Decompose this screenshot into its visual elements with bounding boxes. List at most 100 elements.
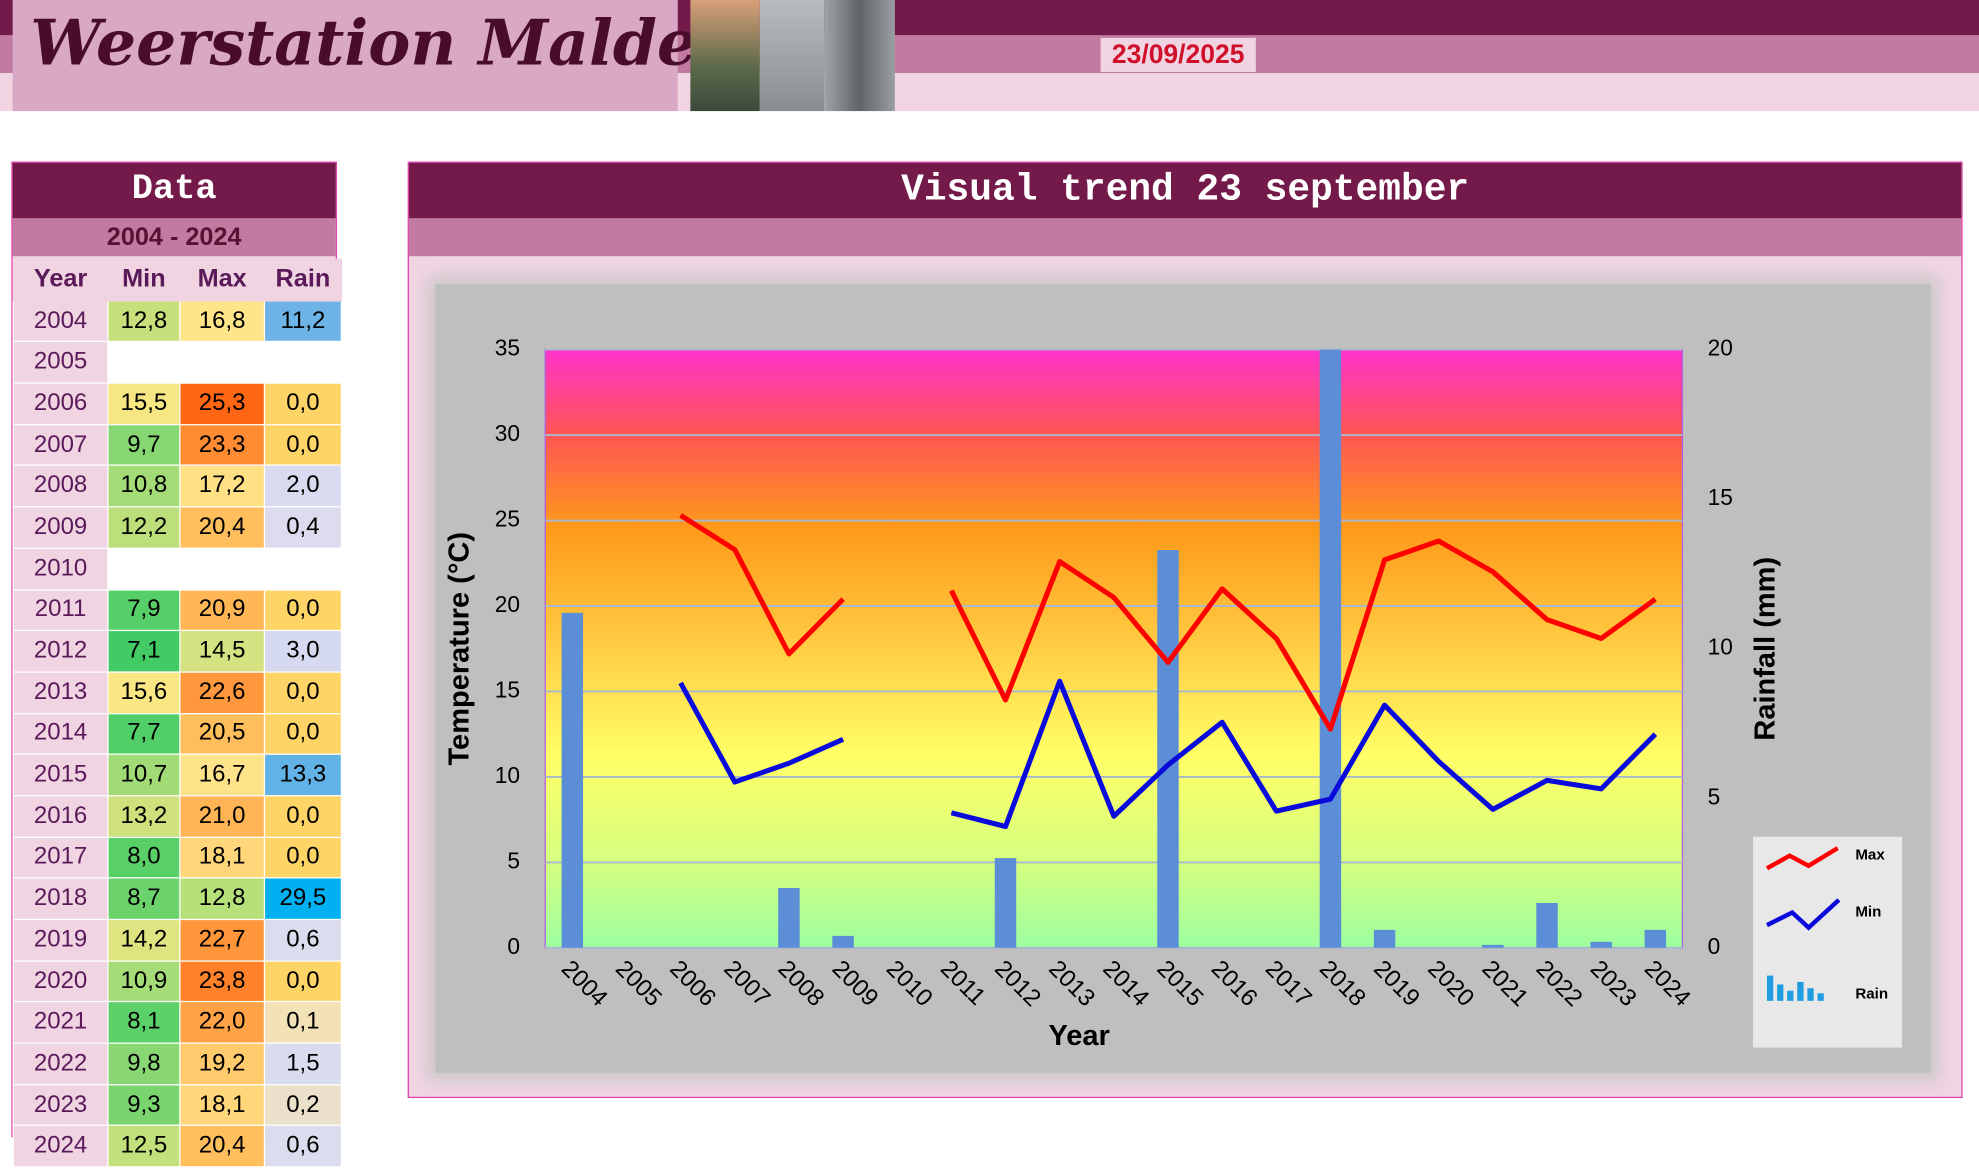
range: 2004 - 2024 <box>12 218 336 257</box>
table-row: 2023 9,3 18,1 0,2 <box>12 1083 343 1127</box>
data-table: Year Min Max Rain 2004 12,8 16,8 11,2 2005 2006 15… <box>12 258 343 1168</box>
x-tick-label: 2014 <box>1098 955 1155 1012</box>
value-cell: 20,5 <box>179 712 266 756</box>
value-cell: 8,7 <box>107 877 181 921</box>
year-cell: 2012 <box>12 630 109 673</box>
y-tick-label: 35 <box>495 335 520 361</box>
value-cell: 2,0 <box>263 465 343 508</box>
value-cell: 0,6 <box>263 918 343 962</box>
bar <box>561 612 584 948</box>
legend-label: Min <box>1855 904 1881 921</box>
year-cell: 2022 <box>12 1042 109 1086</box>
value-cell: 25,3 <box>179 382 266 426</box>
value-cell: 16,7 <box>179 753 266 797</box>
bar <box>778 888 800 948</box>
x-tick-label: 2024 <box>1639 955 1696 1012</box>
value-cell: 10,8 <box>107 465 181 508</box>
year-cell: 2021 <box>12 1001 109 1044</box>
legend-icon <box>1797 981 1804 1001</box>
table-row: 2018 8,7 12,8 29,5 <box>12 877 343 921</box>
legend-icon <box>1766 975 1774 1001</box>
value-cell: 29,5 <box>263 877 343 921</box>
value-cell: 0,1 <box>263 1001 343 1044</box>
value-cell: 18,1 <box>179 1083 266 1127</box>
value-cell: 7,1 <box>107 630 181 673</box>
x-tick-label: 2004 <box>556 955 613 1012</box>
bar <box>1157 550 1179 948</box>
year-cell: 2011 <box>12 588 109 632</box>
y-tick-label: 5 <box>507 847 520 873</box>
value-cell: 22,0 <box>179 1001 266 1044</box>
y2-axis-title: Rainfall (mm) <box>1750 557 1782 741</box>
y2-tick-label: 20 <box>1708 335 1733 361</box>
value-cell: 10,9 <box>107 960 181 1003</box>
year-cell: 2020 <box>12 960 109 1003</box>
value-cell <box>179 341 266 384</box>
x-tick-label: 2020 <box>1422 955 1479 1012</box>
x-tick-label: 2008 <box>773 955 830 1012</box>
value-cell: 7,9 <box>107 588 181 632</box>
value-cell: 11,2 <box>263 299 343 343</box>
line <box>679 513 1657 732</box>
table-row: 2022 9,8 19,2 1,5 <box>12 1042 343 1086</box>
value-cell: 13,3 <box>263 753 343 797</box>
year-cell: 2009 <box>12 506 109 549</box>
table-row: 2012 7,1 14,5 3,0 <box>12 630 343 673</box>
value-cell: 0,0 <box>263 712 343 756</box>
year-cell: 2004 <box>12 299 109 343</box>
column-header: Max <box>179 258 266 302</box>
table-row: 2019 14,2 22,7 0,6 <box>12 918 343 962</box>
panel-title: Data <box>12 162 336 219</box>
y2-tick-label: 0 <box>1708 933 1721 959</box>
table-row: 2016 13,2 21,0 0,0 <box>12 795 343 838</box>
x-tick-label: 2016 <box>1206 955 1263 1012</box>
value-cell: 0,0 <box>263 588 343 632</box>
column-header: Rain <box>263 258 343 302</box>
table-row: 2006 15,5 25,3 0,0 <box>12 382 343 426</box>
value-cell: 9,3 <box>107 1083 181 1127</box>
bar <box>1644 929 1667 948</box>
value-cell: 23,8 <box>179 960 266 1003</box>
x-tick-label: 2017 <box>1260 955 1317 1012</box>
legend-icon <box>1817 993 1824 1001</box>
value-cell: 20,4 <box>179 506 266 549</box>
value-cell: 22,6 <box>179 671 266 714</box>
photo <box>759 0 825 112</box>
year-cell: 2023 <box>12 1083 109 1127</box>
x-tick-label: 2006 <box>664 955 721 1012</box>
bar <box>1373 929 1396 948</box>
value-cell: 7,7 <box>107 712 181 756</box>
bar <box>994 858 1017 948</box>
value-cell <box>107 547 181 591</box>
title-box: Weerstation Malderen <box>12 0 816 112</box>
legend <box>1753 836 1903 1048</box>
year-cell: 2013 <box>12 671 109 714</box>
site-title: Weerstation Malderen <box>30 5 817 80</box>
table-row: 2015 10,7 16,7 13,3 <box>12 753 343 797</box>
column-header: Year <box>12 258 109 302</box>
bar <box>1590 941 1612 948</box>
value-cell: 12,8 <box>107 299 181 343</box>
year-cell: 2008 <box>12 465 109 508</box>
chart: Temperature (°C) Rainfall (mm) Year 0 5 10… <box>443 335 1903 1052</box>
y-tick-label: 0 <box>507 933 520 959</box>
legend-icon <box>1777 984 1784 1001</box>
value-cell: 8,1 <box>107 1001 181 1044</box>
year-cell: 2019 <box>12 918 109 962</box>
y-tick-label: 15 <box>495 676 520 702</box>
value-cell: 14,2 <box>107 918 181 962</box>
value-cell: 10,7 <box>107 753 181 797</box>
value-cell <box>263 341 343 384</box>
value-cell: 1,5 <box>263 1042 343 1086</box>
bar <box>1536 902 1558 948</box>
value-cell: 18,1 <box>179 836 266 879</box>
table-row: 2007 9,7 23,3 0,0 <box>12 423 343 467</box>
year-cell: 2006 <box>12 382 109 426</box>
table-row: 2021 8,1 22,0 0,1 <box>12 1001 343 1044</box>
table-row: 2005 <box>12 341 343 384</box>
table-row: 2020 10,9 23,8 0,0 <box>12 960 343 1003</box>
x-tick-label: 2019 <box>1368 955 1425 1012</box>
value-cell: 0,0 <box>263 423 343 467</box>
value-cell: 17,2 <box>179 465 266 508</box>
